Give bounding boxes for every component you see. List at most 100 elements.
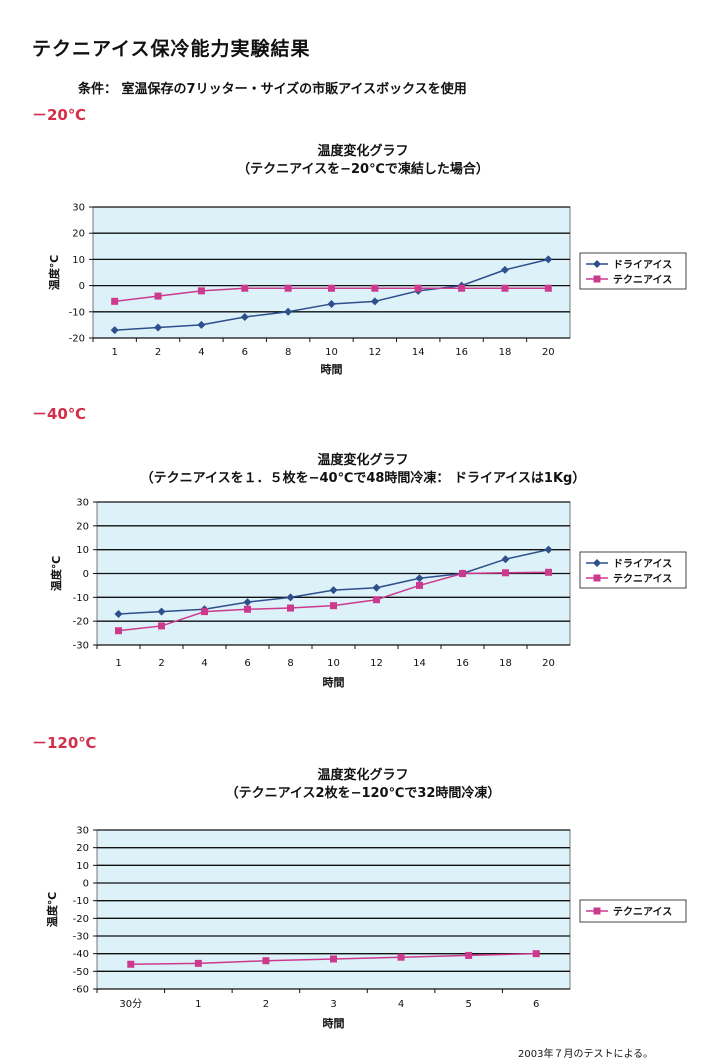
plot-area — [92, 206, 571, 339]
x-tick-label: 10 — [325, 347, 338, 358]
data-point-techni-ice — [111, 297, 119, 305]
data-point-dry-ice — [154, 323, 163, 332]
chart-3-title-main: 温度変化グラフ — [317, 768, 409, 783]
plot-area — [96, 829, 571, 990]
y-tick-label: 10 — [76, 545, 89, 556]
legend-label: ドライアイス — [613, 558, 672, 570]
legend-box — [579, 252, 687, 290]
x-tick-label: 6 — [533, 999, 539, 1010]
data-point-techni-ice — [154, 292, 162, 300]
data-point-dry-ice — [286, 593, 295, 602]
data-point-techni-ice — [465, 951, 473, 959]
x-tick-label: 4 — [201, 658, 207, 669]
y-tick-label: -30 — [73, 932, 89, 943]
data-point-dry-ice — [114, 610, 123, 619]
y-tick-label: 10 — [76, 861, 89, 872]
y-tick-label: -20 — [73, 914, 89, 925]
chart-1-title-main: 温度変化グラフ — [317, 144, 409, 159]
data-point-dry-ice — [197, 320, 206, 329]
x-tick-label: 8 — [285, 347, 291, 358]
data-point-techni-ice — [330, 955, 337, 963]
x-axis-label: 時間 — [323, 1016, 345, 1030]
x-tick-label: 12 — [370, 658, 383, 669]
y-tick-label: -20 — [69, 334, 85, 345]
y-tick-label: -10 — [73, 593, 89, 604]
x-tick-label: 14 — [413, 658, 426, 669]
data-point-techni-ice — [545, 568, 552, 576]
y-tick-label: 0 — [83, 879, 89, 890]
chart-1-title: 温度変化グラフ （テクニアイスを−20℃で凍結した場合） — [0, 143, 726, 179]
legend-label: テクニアイス — [613, 573, 672, 585]
x-tick-label: 14 — [412, 347, 425, 358]
chart-2-title-main: 温度変化グラフ — [317, 453, 409, 468]
x-tick-label: 2 — [263, 999, 269, 1010]
section-temp-minus-40: －40℃ — [32, 405, 87, 423]
data-point-dry-ice — [243, 598, 252, 607]
data-point-dry-ice — [240, 313, 249, 322]
data-point-techni-ice — [127, 960, 135, 968]
legend-marker-techni-ice — [593, 907, 601, 915]
legend-marker-techni-ice — [593, 574, 601, 582]
x-tick-label: 8 — [287, 658, 293, 669]
data-point-techni-ice — [244, 605, 251, 613]
legend-marker-dry-ice — [593, 260, 601, 268]
x-tick-label: 4 — [198, 347, 204, 358]
x-tick-label: 4 — [398, 999, 404, 1010]
legend-label: テクニアイス — [613, 906, 672, 918]
data-point-techni-ice — [194, 959, 202, 967]
data-point-techni-ice — [501, 284, 509, 292]
data-point-techni-ice — [330, 602, 337, 610]
y-tick-label: 30 — [76, 826, 89, 837]
x-tick-label: 16 — [455, 347, 468, 358]
y-tick-label: 20 — [72, 229, 85, 240]
y-axis-label: 温度℃ — [49, 556, 63, 591]
data-point-techni-ice — [371, 284, 379, 292]
data-point-techni-ice — [115, 627, 122, 635]
y-tick-label: -10 — [73, 896, 89, 907]
data-point-techni-ice — [416, 581, 423, 589]
chart-2-subtitle: （テクニアイスを１．５枚を−40℃で48時間冷凍： ドライアイスは1Kg） — [140, 471, 586, 486]
x-tick-label: 6 — [244, 658, 250, 669]
x-tick-label: 1 — [195, 999, 201, 1010]
chart-3-subtitle: （テクニアイス2枚を−120℃で32時間冷凍） — [225, 786, 501, 801]
data-point-techni-ice — [262, 957, 270, 965]
section-temp-minus-20: －20℃ — [32, 106, 87, 124]
y-tick-label: -50 — [73, 967, 89, 978]
data-point-techni-ice — [397, 953, 405, 961]
data-point-techni-ice — [287, 604, 294, 612]
x-tick-label: 10 — [327, 658, 340, 669]
page-title: テクニアイス保冷能力実験結果 — [32, 38, 311, 60]
data-point-dry-ice — [544, 545, 553, 554]
x-tick-label: 3 — [330, 999, 336, 1010]
data-point-techni-ice — [201, 608, 208, 616]
data-point-techni-ice — [532, 950, 540, 958]
data-point-techni-ice — [459, 570, 466, 577]
y-tick-label: 0 — [83, 569, 89, 580]
data-point-techni-ice — [284, 284, 292, 292]
chart-3: 30 20 10 0 -10 -20 -30 -40 -50 -60 30分 1 2 3 4 5 6 時間 温度℃ テ… — [45, 826, 687, 1030]
x-tick-label: 18 — [499, 658, 512, 669]
x-tick-label: 20 — [542, 347, 555, 358]
x-tick-label: 6 — [242, 347, 248, 358]
y-tick-label: -40 — [73, 949, 89, 960]
data-point-dry-ice — [372, 583, 381, 592]
y-tick-label: 20 — [76, 521, 89, 532]
y-tick-label: -10 — [69, 307, 85, 318]
data-point-techni-ice — [328, 284, 335, 292]
data-point-dry-ice — [327, 299, 336, 308]
data-point-dry-ice — [415, 574, 424, 583]
x-axis-label: 時間 — [323, 675, 345, 689]
y-tick-label: 10 — [72, 255, 85, 266]
data-point-dry-ice — [500, 265, 509, 274]
x-tick-label: 12 — [368, 347, 381, 358]
experiment-conditions: 条件： 室温保存の7リッター・サイズの市販アイスボックスを使用 — [78, 82, 467, 97]
section-temp-minus-120: －120℃ — [32, 734, 97, 752]
y-tick-label: 20 — [76, 843, 89, 854]
data-point-dry-ice — [110, 326, 119, 335]
footnote: 2003年７月のテストによる。 — [518, 1049, 654, 1060]
data-point-dry-ice — [501, 555, 510, 564]
data-point-techni-ice — [458, 284, 466, 292]
y-tick-label: -20 — [73, 617, 89, 628]
data-point-techni-ice — [414, 284, 422, 292]
